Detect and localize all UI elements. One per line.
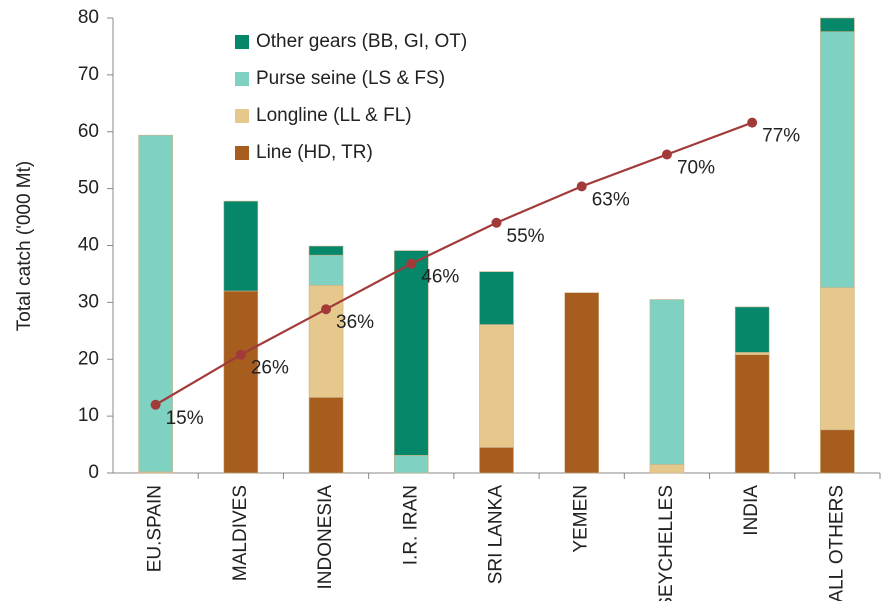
data-label: 46% [421, 267, 459, 288]
bar-segment [820, 17, 855, 32]
legend-label: Longline (LL & FL) [256, 105, 412, 126]
data-label: 77% [762, 126, 800, 147]
bar-segment [479, 447, 514, 474]
data-label: 55% [507, 226, 545, 247]
y-tick-label: 10 [78, 405, 99, 426]
x-tick-label: SRI LANKA [486, 485, 507, 585]
legend-swatch [235, 35, 249, 49]
legend-swatch [235, 146, 249, 160]
bar-segment [649, 464, 685, 474]
legend-swatch [235, 72, 249, 86]
legend-label: Purse seine (LS & FS) [256, 68, 445, 89]
y-tick-label: 30 [78, 291, 99, 312]
y-tick-label: 60 [78, 121, 99, 142]
bar-segment [308, 397, 344, 474]
legend-label: Other gears (BB, GI, OT) [256, 31, 467, 52]
y-tick-label: 70 [78, 64, 99, 85]
data-label: 15% [166, 408, 204, 429]
y-tick-label: 20 [78, 348, 99, 369]
data-label: 70% [677, 158, 715, 179]
x-tick-label: SEYCHELLES [656, 485, 677, 601]
bar-segment [734, 352, 770, 355]
x-tick-label: ALL OTHERS [826, 485, 847, 601]
bar-segment [308, 254, 344, 286]
legend-label: Line (HD, TR) [256, 142, 373, 163]
data-label: 36% [336, 312, 374, 333]
bar-segment [308, 245, 344, 256]
x-tick-label: YEMEN [571, 485, 592, 553]
bar-segment [820, 429, 855, 474]
trend-point [235, 349, 246, 360]
x-tick-label: INDIA [741, 485, 762, 536]
data-label: 26% [251, 358, 289, 379]
trend-line [155, 121, 753, 406]
bar-segment [564, 292, 600, 474]
bar-segment [734, 306, 770, 353]
x-tick-label: I.R. IRAN [400, 485, 421, 565]
bar-segment [649, 299, 685, 465]
y-axis-label: Total catch ('000 Mt) [14, 161, 35, 331]
trend-point [491, 217, 502, 228]
x-tick-label: INDONESIA [315, 485, 336, 590]
legend-swatch [235, 109, 249, 123]
bar-segment [393, 250, 429, 456]
bar-segment [479, 271, 514, 325]
trend-point [747, 117, 758, 128]
x-tick-label: MALDIVES [230, 485, 251, 581]
y-tick-label: 0 [88, 462, 99, 483]
bar-segment [138, 134, 173, 473]
trend-point [406, 258, 417, 269]
bar-segment [223, 200, 259, 292]
bar-segment [479, 324, 514, 448]
bar-segment [734, 354, 770, 474]
trend-point [321, 304, 332, 315]
bar-segment [820, 287, 855, 431]
bar-segment [223, 290, 259, 474]
y-tick-label: 50 [78, 178, 99, 199]
bar-segment [308, 285, 344, 398]
bar-segment [820, 31, 855, 288]
trend-point [150, 399, 161, 410]
bar-segment [393, 455, 429, 474]
data-label: 63% [592, 189, 630, 210]
y-tick-label: 80 [78, 7, 99, 28]
x-tick-label: EU.SPAIN [145, 485, 166, 572]
y-tick-label: 40 [78, 235, 99, 256]
trend-point [661, 149, 672, 160]
trend-point [576, 181, 587, 192]
